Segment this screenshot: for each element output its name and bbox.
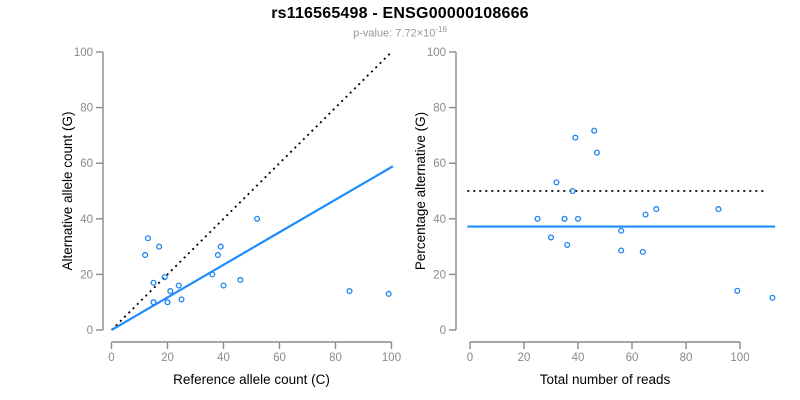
- x-tick-label: 100: [382, 352, 401, 364]
- trend-line: [110, 165, 394, 331]
- data-point: [167, 288, 174, 295]
- data-point: [734, 287, 741, 294]
- percentage-panel: 0 20 40 60 80 100 0 20 40 60 80 100 Total number of …: [413, 47, 776, 387]
- data-point: [534, 215, 541, 222]
- y-tick-label: 0: [440, 325, 446, 337]
- data-point: [150, 279, 157, 286]
- y-axis-title: Alternative allele count (G): [60, 111, 75, 270]
- data-point: [220, 282, 227, 289]
- x-tick-label: 0: [467, 352, 473, 364]
- x-tick-label: 20: [518, 352, 531, 364]
- data-point: [385, 290, 392, 297]
- data-point: [653, 206, 660, 213]
- y-tick-label: 40: [80, 214, 93, 226]
- data-point: [572, 134, 579, 141]
- pvalue-exponent: -16: [435, 25, 447, 34]
- data-point: [574, 215, 582, 222]
- y-axis-title: Percentage alternative (G): [413, 112, 428, 270]
- data-point: [164, 299, 171, 306]
- data-point: [593, 149, 600, 156]
- data-point: [642, 211, 649, 218]
- data-point: [144, 235, 151, 242]
- x-tick-label: 40: [572, 352, 585, 364]
- y-tick-label: 100: [74, 47, 93, 59]
- allele-counts-panel: 0 20 40 60 80 100 0 20 40 60 80 100 Reference allele…: [60, 47, 401, 387]
- x-tick-label: 20: [161, 352, 174, 364]
- y-tick-label: 100: [427, 47, 446, 59]
- x-tick-label: 0: [108, 352, 114, 364]
- data-point: [209, 271, 216, 278]
- x-axis-title: Reference allele count (C): [173, 372, 330, 387]
- data-point: [178, 296, 185, 303]
- data-point: [618, 227, 625, 234]
- data-point: [175, 282, 182, 289]
- y-tick-label: 60: [80, 158, 93, 170]
- data-point: [618, 247, 625, 254]
- data-point: [553, 179, 560, 186]
- data-point: [150, 299, 157, 306]
- data-point: [237, 276, 244, 284]
- y-tick-label: 20: [80, 269, 93, 281]
- pvalue-text: p-value: 7.72×10: [353, 27, 436, 40]
- data-point: [639, 248, 646, 255]
- y-tick-label: 80: [433, 103, 446, 115]
- data-point: [156, 243, 163, 250]
- x-axis-title: Total number of reads: [540, 372, 671, 387]
- figure-title: rs116565498 - ENSG00000108666: [271, 5, 529, 22]
- data-point: [217, 243, 224, 250]
- data-point: [346, 288, 353, 295]
- x-tick-label: 40: [217, 352, 230, 364]
- data-point: [569, 187, 576, 195]
- y-tick-label: 80: [80, 103, 93, 115]
- x-tick-label: 100: [730, 352, 749, 364]
- data-point: [715, 206, 722, 213]
- y-tick-label: 0: [87, 325, 93, 337]
- y-tick-label: 20: [433, 269, 446, 281]
- data-point: [142, 251, 149, 258]
- data-point: [769, 294, 776, 301]
- x-tick-label: 80: [329, 352, 342, 364]
- x-tick-label: 80: [680, 352, 693, 364]
- figure-subtitle: p-value: 7.72×10-16: [0, 25, 800, 40]
- y-tick-label: 60: [433, 158, 446, 170]
- data-point: [547, 234, 555, 241]
- x-tick-label: 60: [273, 352, 286, 364]
- data-point: [564, 241, 571, 248]
- data-point: [561, 215, 568, 222]
- data-point: [591, 127, 598, 134]
- x-tick-label: 60: [626, 352, 639, 364]
- y-tick-label: 40: [433, 214, 446, 226]
- data-point: [214, 251, 221, 258]
- data-point: [161, 274, 168, 281]
- data-point: [254, 215, 261, 222]
